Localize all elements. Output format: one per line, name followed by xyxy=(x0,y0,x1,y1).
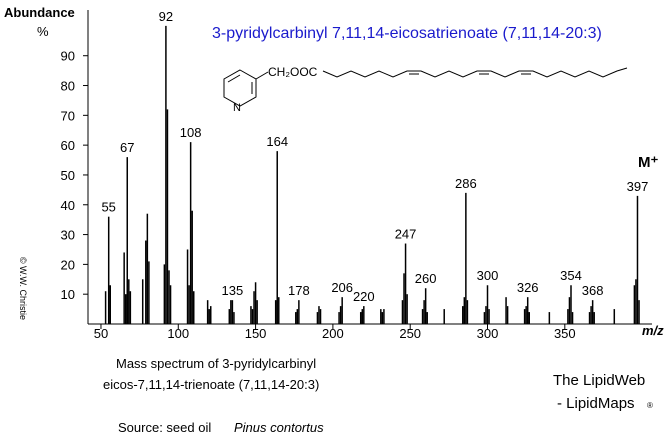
y-label: Abundance xyxy=(4,5,75,20)
structure-group: CH₂OOC xyxy=(268,65,318,79)
peak-label: 260 xyxy=(415,271,437,286)
y-tick-label: 50 xyxy=(61,168,75,183)
peak-label: 135 xyxy=(222,283,244,298)
bond xyxy=(255,71,269,80)
y-tick-label: 10 xyxy=(61,287,75,302)
x-tick-label: 250 xyxy=(399,326,421,341)
peak-label: 55 xyxy=(101,200,115,215)
peak-label: 368 xyxy=(582,283,604,298)
peak-label: 326 xyxy=(517,280,539,295)
copyright: © W.W. Christie xyxy=(18,257,28,320)
peak-label: 67 xyxy=(120,140,134,155)
peak-label: 286 xyxy=(455,176,477,191)
x-tick-label: 350 xyxy=(554,326,576,341)
credit: - LipidMaps xyxy=(557,395,635,412)
x-tick-label: 100 xyxy=(167,326,189,341)
y-tick-label: 70 xyxy=(61,108,75,123)
peak-label: 164 xyxy=(266,134,288,149)
ring-bond xyxy=(227,74,241,83)
structure xyxy=(223,67,628,107)
x-label: m/z xyxy=(642,323,664,338)
peak-label: 178 xyxy=(288,283,310,298)
source-label: Source: seed oil xyxy=(118,420,211,435)
credit: The LipidWeb xyxy=(553,372,645,389)
source-species: Pinus contortus xyxy=(234,420,324,435)
caption-line: Mass spectrum of 3-pyridylcarbinyl xyxy=(116,356,316,371)
chart-title: 3-pyridylcarbinyl 7,11,14-eicosatrienoat… xyxy=(212,25,602,42)
peak-label: 108 xyxy=(180,125,202,140)
x-tick-label: 50 xyxy=(94,326,108,341)
peak-label: 92 xyxy=(159,9,173,24)
x-tick-label: 200 xyxy=(322,326,344,341)
x-tick-label: 150 xyxy=(245,326,267,341)
y-unit: % xyxy=(37,24,49,39)
molecular-ion: M⁺ xyxy=(638,154,658,171)
structure-atom: N xyxy=(233,102,241,114)
peak-label: 300 xyxy=(477,268,499,283)
peak-label: 354 xyxy=(560,268,582,283)
y-tick-label: 30 xyxy=(61,228,75,243)
chain xyxy=(322,67,628,78)
y-tick-label: 20 xyxy=(61,257,75,272)
peak-label: 206 xyxy=(331,280,353,295)
y-tick-label: 80 xyxy=(61,79,75,94)
y-tick-label: 40 xyxy=(61,198,75,213)
peak-label: 397 xyxy=(627,179,649,194)
x-tick-label: 300 xyxy=(477,326,499,341)
y-tick-label: 90 xyxy=(61,49,75,64)
caption-line: eicos-7,11,14-trienoate (7,11,14-20:3) xyxy=(103,377,319,392)
y-tick-label: 60 xyxy=(61,138,75,153)
credit-mark: ® xyxy=(647,401,653,410)
peak-label: 220 xyxy=(353,289,375,304)
peak-label: 247 xyxy=(395,227,417,242)
